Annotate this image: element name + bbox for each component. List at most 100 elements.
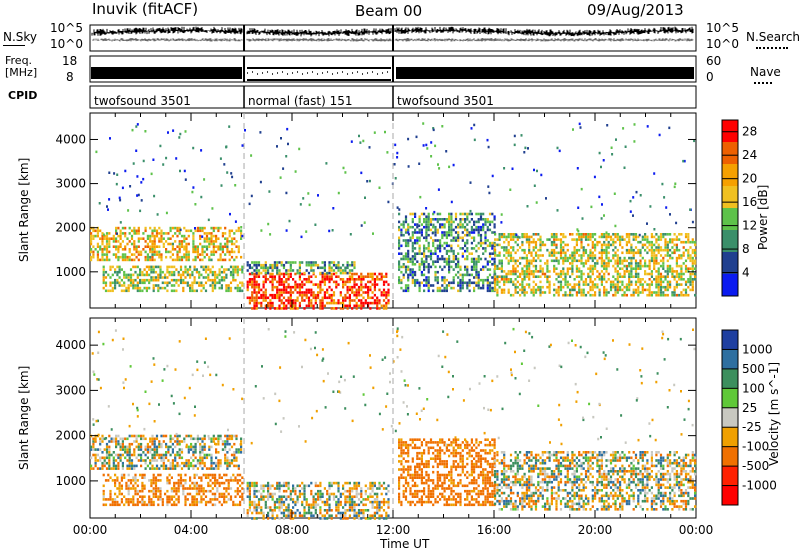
range-gate-cell xyxy=(90,255,93,259)
range-gate-cell xyxy=(600,283,603,286)
range-gate-cell xyxy=(177,270,180,274)
range-gate-cell xyxy=(237,467,240,470)
range-gate-cell xyxy=(487,145,490,149)
range-gate-cell xyxy=(94,453,97,457)
range-gate-cell xyxy=(491,289,494,293)
range-gate-cell xyxy=(248,487,251,490)
range-gate-cell xyxy=(103,248,106,251)
range-gate-cell xyxy=(126,255,129,259)
range-gate-cell xyxy=(194,250,197,254)
range-gate-cell xyxy=(217,248,220,251)
range-gate-cell xyxy=(523,288,526,292)
range-gate-cell xyxy=(473,263,476,266)
range-gate-cell xyxy=(184,178,187,181)
range-gate-cell xyxy=(491,276,494,279)
range-gate-cell xyxy=(344,503,347,507)
range-gate-cell xyxy=(135,245,138,248)
range-gate-cell xyxy=(516,291,519,294)
range-gate-cell xyxy=(130,464,134,468)
range-gate-cell xyxy=(364,517,367,520)
range-gate-cell xyxy=(691,240,694,244)
range-gate-cell xyxy=(669,233,672,236)
range-gate-cell xyxy=(237,448,240,451)
range-gate-cell xyxy=(103,437,106,441)
range-gate-cell xyxy=(192,464,195,468)
range-gate-cell xyxy=(267,484,270,488)
range-gate-cell xyxy=(348,487,351,490)
range-gate-cell xyxy=(488,212,492,216)
range-gate-cell xyxy=(151,229,154,233)
range-gate-cell xyxy=(614,288,617,292)
range-gate-cell xyxy=(689,280,692,284)
range-gate-cell xyxy=(103,464,106,468)
range-gate-cell xyxy=(427,225,430,229)
range-gate-cell xyxy=(694,251,697,255)
range-gate-cell xyxy=(351,495,354,498)
range-gate-cell xyxy=(125,500,128,504)
range-gate-cell xyxy=(151,464,154,468)
range-gate-cell xyxy=(140,253,143,256)
range-gate-cell xyxy=(227,487,230,490)
range-gate-cell xyxy=(323,283,326,286)
range-gate-cell xyxy=(612,283,615,286)
range-gate-cell xyxy=(337,191,340,195)
range-gate-cell xyxy=(607,264,610,268)
range-gate-cell xyxy=(371,514,374,517)
range-gate-cell xyxy=(339,266,342,270)
range-gate-cell xyxy=(174,434,177,438)
range-gate-cell xyxy=(225,276,228,279)
range-gate-cell xyxy=(641,235,644,239)
range-gate-cell xyxy=(680,283,683,286)
range-gate-cell xyxy=(537,248,540,252)
range-gate-cell xyxy=(205,234,209,238)
range-gate-cell xyxy=(427,278,430,282)
range-gate-cell xyxy=(525,270,528,273)
range-gate-cell xyxy=(419,195,422,199)
range-gate-cell xyxy=(201,456,204,460)
range-gate-cell xyxy=(273,517,276,520)
range-gate-cell xyxy=(132,278,135,282)
range-gate-cell xyxy=(260,301,263,305)
range-gate-cell xyxy=(429,249,433,253)
range-gate-cell xyxy=(582,251,585,255)
range-gate-cell xyxy=(296,307,299,310)
range-gate-cell xyxy=(171,464,174,468)
range-gate-cell xyxy=(630,251,633,255)
range-gate-cell xyxy=(217,459,220,462)
range-gate-cell xyxy=(432,241,435,245)
range-gate-cell xyxy=(616,259,619,263)
range-gate-cell xyxy=(99,229,102,233)
range-gate-cell xyxy=(179,473,183,477)
range-gate-cell xyxy=(335,280,338,284)
range-gate-cell xyxy=(582,264,585,268)
range-gate-cell xyxy=(330,514,333,517)
range-gate-cell xyxy=(169,461,172,465)
range-gate-cell xyxy=(644,238,647,241)
range-gate-cell xyxy=(108,171,111,174)
range-gate-cell xyxy=(516,235,519,239)
range-gate-cell xyxy=(90,237,93,240)
range-gate-cell xyxy=(539,240,542,244)
range-gate-cell xyxy=(673,285,676,289)
range-gate-cell xyxy=(248,503,251,507)
range-gate-cell xyxy=(186,268,189,271)
range-gate-cell xyxy=(598,278,601,281)
range-gate-cell xyxy=(553,235,556,239)
range-gate-cell xyxy=(132,484,135,488)
range-gate-cell xyxy=(307,509,311,512)
range-gate-cell xyxy=(124,258,127,262)
range-gate-cell xyxy=(448,270,451,274)
range-gate-cell xyxy=(603,267,606,270)
range-gate-cell xyxy=(246,261,249,264)
range-gate-cell xyxy=(116,173,119,176)
range-gate-cell xyxy=(532,285,535,289)
range-gate-cell xyxy=(678,278,681,281)
range-gate-cell xyxy=(411,241,414,245)
range-gate-cell xyxy=(689,278,692,281)
range-gate-cell xyxy=(539,275,542,278)
range-gate-cell xyxy=(296,509,299,512)
range-gate-cell xyxy=(321,514,324,517)
range-gate-cell xyxy=(339,492,342,496)
range-gate-cell xyxy=(378,481,381,485)
range-gate-cell xyxy=(575,283,578,286)
